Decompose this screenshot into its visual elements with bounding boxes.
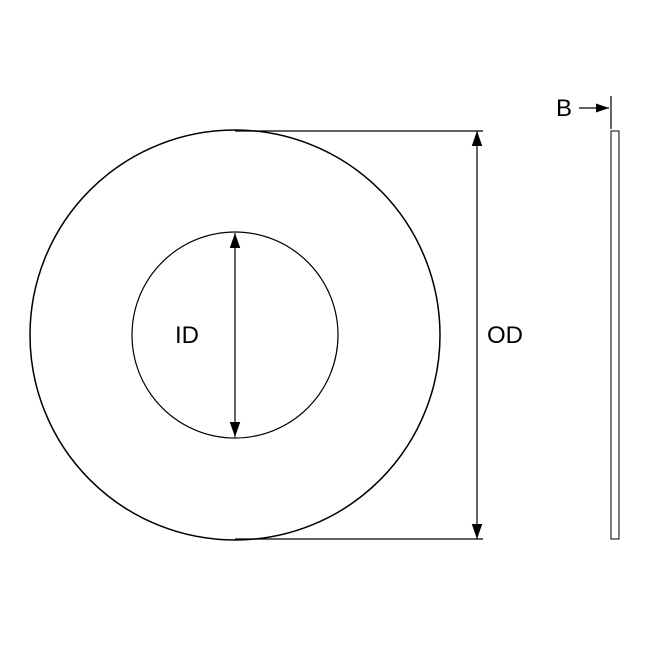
id-label: ID xyxy=(175,322,199,349)
washer-side-profile xyxy=(611,131,619,539)
side-view xyxy=(611,131,619,539)
washer-dimension-diagram: ID OD B xyxy=(0,0,670,670)
id-arrowhead-bottom xyxy=(230,422,241,437)
b-arrowhead xyxy=(596,103,609,112)
dimension-b: B xyxy=(556,95,611,129)
dimension-od: OD xyxy=(235,131,523,539)
id-arrowhead-top xyxy=(230,233,241,248)
dimension-id: ID xyxy=(175,233,240,437)
od-arrowhead-bottom xyxy=(472,524,483,539)
od-label: OD xyxy=(487,322,523,349)
od-arrowhead-top xyxy=(472,131,483,146)
b-label: B xyxy=(556,95,572,122)
